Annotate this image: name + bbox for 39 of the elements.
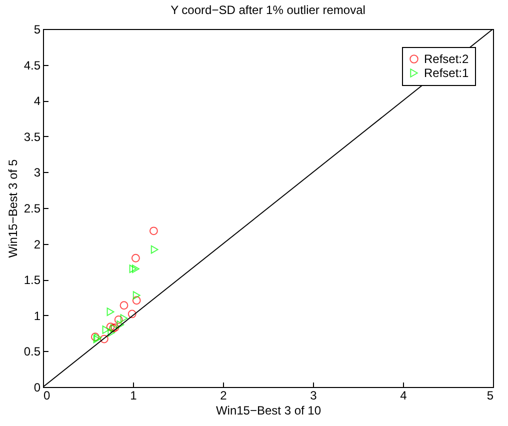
y-tick-label: 3 [34, 166, 41, 180]
y-tick-label: 1.5 [24, 273, 41, 288]
point [108, 328, 116, 337]
y-tick-label: 2.5 [24, 202, 41, 216]
point [114, 315, 123, 324]
point [150, 245, 158, 254]
y-tick-label: 4 [34, 94, 41, 108]
point [132, 296, 141, 305]
y-tick-label: 2 [34, 237, 41, 252]
x-tick-label: 0 [44, 388, 50, 402]
point [106, 322, 115, 332]
chart-title: Y coord−SD after 1% outlier removal [170, 3, 366, 17]
x-tick-label: 3 [310, 388, 318, 402]
point [100, 334, 108, 344]
y-axis-title: Win15−Best 3 of 5 [6, 158, 20, 258]
point [149, 226, 158, 236]
y-tick-label: 1 [34, 308, 41, 323]
x-tick-label: 4 [400, 388, 408, 402]
y-tick-label: 3.5 [24, 130, 41, 144]
point [90, 332, 100, 342]
point [116, 320, 124, 329]
point [128, 310, 136, 318]
y-tick-label: 4.5 [24, 58, 41, 72]
legend-label: Refset:1 [424, 66, 470, 80]
point [132, 264, 140, 274]
point [106, 308, 114, 316]
point [120, 314, 128, 322]
point [120, 301, 128, 310]
x-tick-label: 5 [486, 388, 494, 402]
point [129, 264, 137, 274]
point [131, 254, 140, 262]
y-tick-label: 5 [34, 22, 41, 36]
legend-label: Refset:2 [424, 52, 470, 66]
x-axis-title: Win15−Best 3 of 10 [216, 404, 322, 418]
x-tick-label: 1 [130, 388, 138, 402]
y-tick-label: 0.5 [24, 344, 41, 359]
point [132, 291, 140, 300]
point [102, 326, 110, 334]
x-tick-label: 2 [220, 388, 228, 402]
